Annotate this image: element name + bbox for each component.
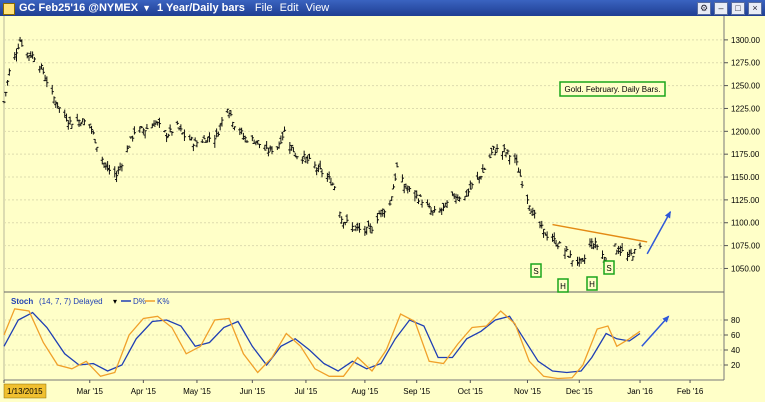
price-gridlines xyxy=(4,39,724,269)
pattern-label-4: S xyxy=(603,260,615,275)
menu-edit[interactable]: Edit xyxy=(279,2,299,14)
date-axis: 1/13/2015 Mar '15 Apr '15 May '15 Jun '15 Jul… xyxy=(3,380,704,399)
date-tick-label: Jul '15 xyxy=(294,387,317,396)
timeframe-label[interactable]: 1 Year/Daily bars xyxy=(157,2,245,14)
price-tick-label: 1275.00 xyxy=(731,59,760,68)
neckline-trendline xyxy=(552,223,648,243)
stoch-title: Stoch xyxy=(11,297,33,306)
price-bars xyxy=(2,36,642,275)
stoch-axis: 20 40 60 80 xyxy=(724,316,740,370)
gear-icon[interactable]: ⚙ xyxy=(697,2,711,15)
price-tick-label: 1300.00 xyxy=(731,36,760,45)
price-tick-label: 1175.00 xyxy=(731,150,760,159)
chart-canvas: 1050.00 1075.00 1100.00 1125.00 1150.00 1175.… xyxy=(0,16,765,402)
cursor-date-box xyxy=(3,383,47,399)
pattern-label-box xyxy=(603,260,615,275)
app-icon xyxy=(3,3,15,15)
stoch-k-line xyxy=(3,308,641,380)
price-tick-label: 1225.00 xyxy=(731,104,760,113)
date-tick-label: May '15 xyxy=(183,387,211,396)
date-tick-label: Aug '15 xyxy=(351,387,378,396)
pattern-label-text: H xyxy=(589,280,595,289)
date-tick-label: 1/13/2015 xyxy=(7,387,43,396)
price-tick-label: 1150.00 xyxy=(731,173,760,182)
menu-view[interactable]: View xyxy=(305,2,330,14)
window-title: GC Feb25'16 @NYMEX xyxy=(19,2,139,14)
stoch-legend: Stoch (14, 7, 7) Delayed ▾ D% K% xyxy=(11,297,169,306)
date-tick-label: Feb '16 xyxy=(677,387,704,396)
stoch-d-line xyxy=(3,311,641,374)
pattern-label-text: S xyxy=(533,267,538,276)
pattern-label-box xyxy=(586,276,598,291)
pattern-label-3: H xyxy=(586,276,598,291)
maximize-icon[interactable]: □ xyxy=(731,2,745,15)
date-tick-label: Mar '15 xyxy=(77,387,104,396)
pattern-label-2: H xyxy=(557,278,569,293)
pattern-label-1: S xyxy=(530,263,542,278)
date-tick-label: Nov '15 xyxy=(514,387,541,396)
head-shoulders-labels: S H H S xyxy=(530,260,615,293)
stoch-projection-arrow xyxy=(641,315,670,347)
date-tick-label: Oct '15 xyxy=(458,387,484,396)
close-icon[interactable]: × xyxy=(748,2,762,15)
price-tick-label: 1200.00 xyxy=(731,127,760,136)
chart-title-box: Gold. February. Daily Bars. xyxy=(559,81,666,97)
chart-title: Gold. February. Daily Bars. xyxy=(565,85,661,94)
title-bar: GC Feb25'16 @NYMEX ▼ 1 Year/Daily bars File… xyxy=(0,0,765,16)
chevron-down-icon[interactable]: ▼ xyxy=(142,3,152,13)
pattern-label-text: S xyxy=(606,264,611,273)
minimize-icon[interactable]: – xyxy=(714,2,728,15)
pattern-label-box xyxy=(557,278,569,293)
price-tick-label: 1100.00 xyxy=(731,219,760,228)
price-tick-label: 1125.00 xyxy=(731,196,760,205)
legend-k-label: K% xyxy=(157,297,169,306)
date-tick-label: Sep '15 xyxy=(403,387,430,396)
date-tick-label: Apr '15 xyxy=(131,387,157,396)
menu-file[interactable]: File xyxy=(254,2,273,14)
stoch-tick-label: 40 xyxy=(731,346,740,355)
chevron-down-icon[interactable]: ▾ xyxy=(113,297,117,306)
date-tick-label: Dec '15 xyxy=(566,387,593,396)
stoch-tick-label: 80 xyxy=(731,316,740,325)
price-tick-label: 1050.00 xyxy=(731,264,760,273)
pattern-label-text: H xyxy=(560,282,566,291)
date-tick-label: Jun '15 xyxy=(240,387,266,396)
stoch-params: (14, 7, 7) Delayed xyxy=(39,297,103,306)
stoch-tick-label: 20 xyxy=(731,361,740,370)
window-controls: ⚙ – □ × xyxy=(694,2,762,15)
price-tick-label: 1250.00 xyxy=(731,82,760,91)
date-tick-label: Jan '16 xyxy=(627,387,653,396)
pattern-label-box xyxy=(530,263,542,278)
price-axis: 1050.00 1075.00 1100.00 1125.00 1150.00 1175.… xyxy=(724,36,760,273)
stoch-tick-label: 60 xyxy=(731,331,740,340)
legend-d-label: D% xyxy=(133,297,146,306)
price-tick-label: 1075.00 xyxy=(731,242,760,251)
projection-arrow xyxy=(646,210,672,255)
